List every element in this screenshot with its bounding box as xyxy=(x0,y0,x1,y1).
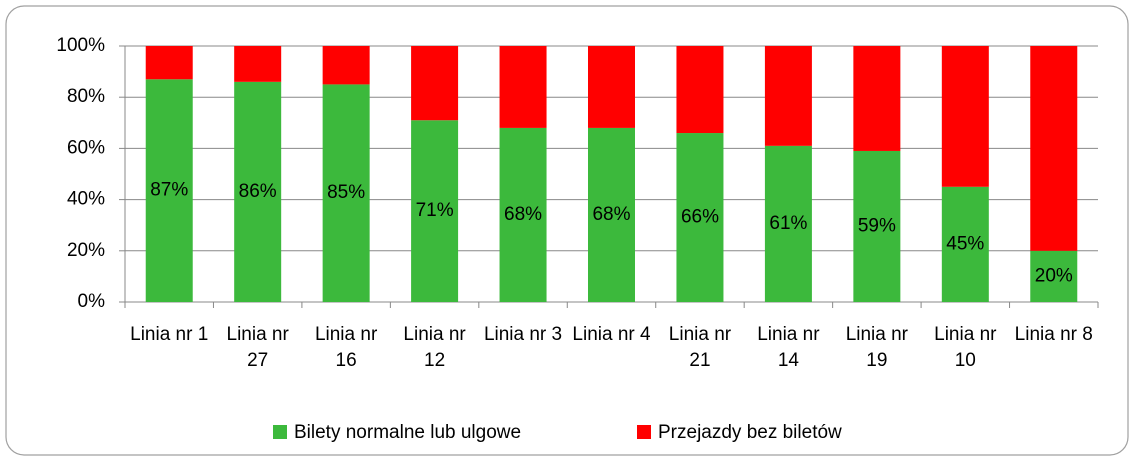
bar-segment xyxy=(853,150,901,302)
bar-segment xyxy=(322,84,370,303)
legend-swatch xyxy=(273,425,287,439)
x-tick-label: Linia nr 4 xyxy=(572,324,651,345)
bar-segment xyxy=(499,46,547,128)
bar-segment xyxy=(145,79,193,302)
x-tick-label: Linia nr 3 xyxy=(483,324,563,345)
data-label: 68% xyxy=(592,204,630,225)
x-tick-label: Linia nr 12 xyxy=(403,324,466,371)
x-tick-label: Linia nr 27 xyxy=(226,324,289,371)
legend-swatch xyxy=(637,425,651,439)
data-label: 85% xyxy=(327,182,365,203)
bar-segment xyxy=(588,46,635,128)
bar-segment xyxy=(853,46,901,151)
x-tick-label: Linia nr 19 xyxy=(845,324,909,371)
data-label: 20% xyxy=(1035,265,1073,286)
bar-segment xyxy=(411,120,459,303)
bar-segment xyxy=(588,127,635,302)
data-label: 45% xyxy=(946,233,984,254)
bar-segment xyxy=(764,145,812,302)
x-tick-label: Linia nr 21 xyxy=(668,324,732,371)
legend-label: Bilety normalne lub ulgowe xyxy=(294,422,521,443)
x-tick-label: Linia nr 10 xyxy=(934,324,997,371)
data-label: 71% xyxy=(416,200,454,221)
y-tick-label: 40% xyxy=(67,189,105,210)
bar-segment xyxy=(1030,250,1078,302)
chart-frame xyxy=(5,5,1129,456)
bar-segment xyxy=(676,46,724,134)
data-label: 68% xyxy=(504,204,542,225)
bar-segment xyxy=(941,46,989,187)
bar-segment xyxy=(499,127,547,302)
x-tick-label: Linia nr 8 xyxy=(1014,324,1093,345)
y-tick-label: 20% xyxy=(67,240,105,261)
x-tick-label: Linia nr 1 xyxy=(130,324,209,345)
legend-label: Przejazdy bez biletów xyxy=(658,422,842,443)
data-label: 87% xyxy=(150,180,188,201)
bar-segment xyxy=(676,133,724,302)
x-tick-label: Linia nr 14 xyxy=(757,324,820,371)
y-tick-label: 100% xyxy=(56,35,105,56)
bar-segment xyxy=(145,46,193,80)
y-tick-label: 80% xyxy=(67,86,105,107)
bar-segment xyxy=(322,46,370,85)
y-tick-label: 0% xyxy=(78,291,106,312)
bar-segment xyxy=(1030,46,1078,251)
data-label: 61% xyxy=(769,213,807,234)
bar-segment xyxy=(941,186,989,302)
bar-segment xyxy=(411,46,459,121)
bar-segment xyxy=(234,46,282,82)
data-label: 66% xyxy=(681,207,719,228)
data-label: 59% xyxy=(858,215,896,236)
data-label: 86% xyxy=(239,181,277,202)
y-tick-label: 60% xyxy=(67,137,105,158)
bar-segment xyxy=(764,46,812,146)
x-tick-label: Linia nr 16 xyxy=(314,324,378,371)
bar-segment xyxy=(234,81,282,302)
